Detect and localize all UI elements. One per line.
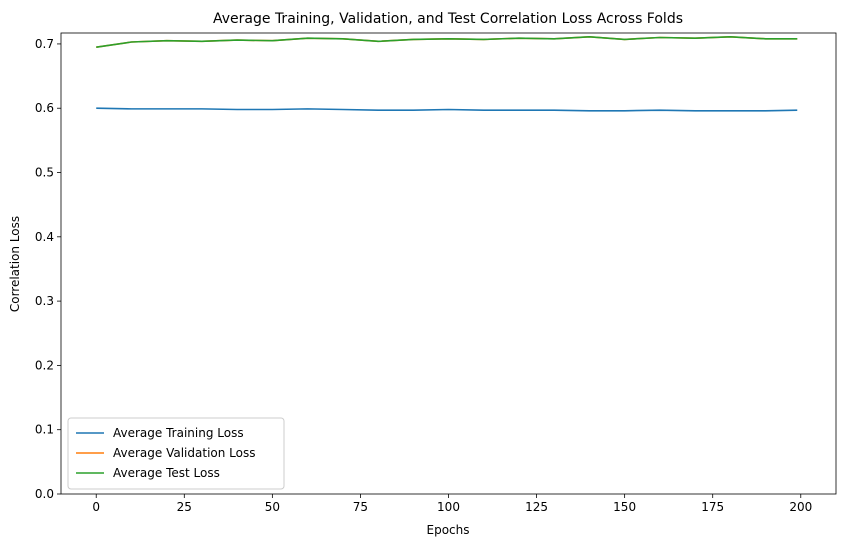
legend-label-3: Average Test Loss — [113, 466, 220, 480]
y-tick-label: 0.4 — [35, 230, 54, 244]
y-tick-label: 0.0 — [35, 487, 54, 501]
y-tick-label: 0.1 — [35, 423, 54, 437]
y-axis-title: Correlation Loss — [8, 216, 22, 312]
x-tick-label: 25 — [177, 500, 192, 514]
x-tick-label: 200 — [789, 500, 812, 514]
x-tick-label: 0 — [92, 500, 100, 514]
plot-frame — [60, 32, 837, 495]
chart-title: Average Training, Validation, and Test C… — [213, 11, 683, 27]
x-tick-label: 75 — [353, 500, 368, 514]
x-tick-label: 50 — [265, 500, 280, 514]
x-tick-label: 100 — [437, 500, 460, 514]
x-tick-label: 125 — [525, 500, 548, 514]
series-line-1 — [96, 107, 798, 112]
y-tick-label: 0.3 — [35, 294, 54, 308]
legend-label-1: Average Training Loss — [113, 426, 244, 440]
y-tick-label: 0.7 — [35, 37, 54, 51]
series-line-3 — [96, 36, 798, 48]
legend-box — [67, 417, 285, 490]
y-tick-label: 0.5 — [35, 166, 54, 180]
y-tick-label: 0.6 — [35, 101, 54, 115]
legend: Average Training Loss Average Validation … — [67, 417, 285, 490]
legend-label-2: Average Validation Loss — [113, 446, 255, 460]
x-tick-label: 175 — [701, 500, 724, 514]
y-tick-label: 0.2 — [35, 358, 54, 372]
x-tick-label: 150 — [613, 500, 636, 514]
x-axis-title: Epochs — [427, 523, 470, 537]
plot-area: 0 25 50 75 100 125 150 175 200 0.0 0.1 0.2 0.3 0.4 0.5… — [35, 32, 837, 514]
